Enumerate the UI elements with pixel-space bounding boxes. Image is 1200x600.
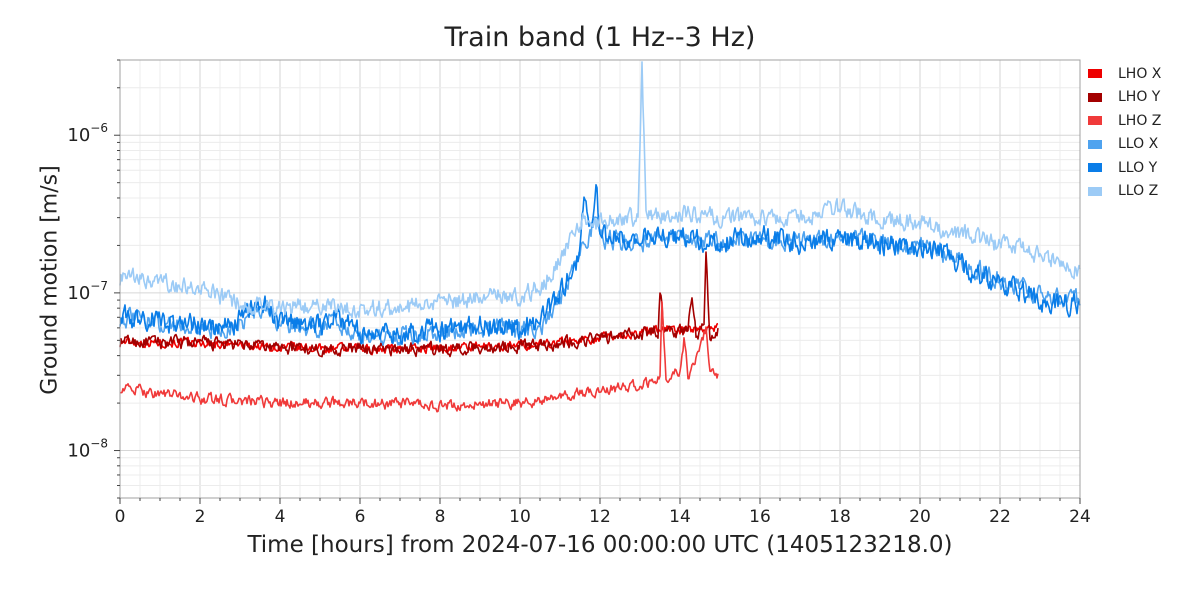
x-tick-label: 24 [1069, 507, 1091, 527]
legend-label: LHO X [1118, 65, 1162, 82]
x-tick-label: 22 [989, 507, 1011, 527]
series-line-lho-y [119, 251, 719, 358]
x-axis-label: Time [hours] from 2024-07-16 00:00:00 UT… [247, 532, 953, 558]
legend-label: LLO X [1118, 136, 1159, 153]
x-tick-label: 8 [435, 507, 446, 527]
series-line-lho-z [119, 300, 719, 413]
legend-swatch [1088, 116, 1102, 126]
chart-title: Train band (1 Hz--3 Hz) [444, 22, 756, 53]
x-tick-label: 20 [909, 507, 931, 527]
grid-layer [119, 59, 1081, 499]
x-tick-label: 10 [509, 507, 531, 527]
x-tick-label: 2 [195, 507, 206, 527]
y-axis-label: Ground motion [m/s] [37, 165, 63, 395]
x-tick-label: 4 [275, 507, 286, 527]
legend-item: LLO X [1088, 133, 1161, 157]
legend-item: LHO Z [1088, 109, 1161, 133]
y-tick-label: 10−7 [67, 279, 108, 304]
legend-label: LHO Y [1118, 89, 1161, 106]
series-layer [119, 61, 1081, 413]
y-tick-label: 10−6 [67, 121, 108, 146]
legend: LHO X LHO Y LHO Z LLO X LLO Y LLO Z [1088, 62, 1161, 203]
x-tick-label: 6 [355, 507, 366, 527]
legend-item: LHO Y [1088, 86, 1161, 110]
legend-swatch [1088, 92, 1102, 102]
y-tick-label: 10−8 [67, 437, 108, 462]
x-tick-label: 12 [589, 507, 611, 527]
series-line-llo-y [119, 184, 1081, 346]
legend-swatch [1088, 69, 1102, 79]
legend-swatch [1088, 163, 1102, 173]
x-tick-label: 0 [115, 507, 126, 527]
x-tick-label: 16 [749, 507, 771, 527]
legend-swatch [1088, 139, 1102, 149]
legend-item: LHO X [1088, 62, 1161, 86]
legend-label: LLO Y [1118, 159, 1158, 176]
legend-item: LLO Z [1088, 180, 1161, 204]
legend-label: LHO Z [1118, 112, 1162, 129]
legend-swatch [1088, 186, 1102, 196]
x-tick-label: 14 [669, 507, 691, 527]
legend-label: LLO Z [1118, 183, 1159, 200]
x-tick-label: 18 [829, 507, 851, 527]
series-line-llo-z [119, 61, 1081, 319]
legend-item: LLO Y [1088, 156, 1161, 180]
